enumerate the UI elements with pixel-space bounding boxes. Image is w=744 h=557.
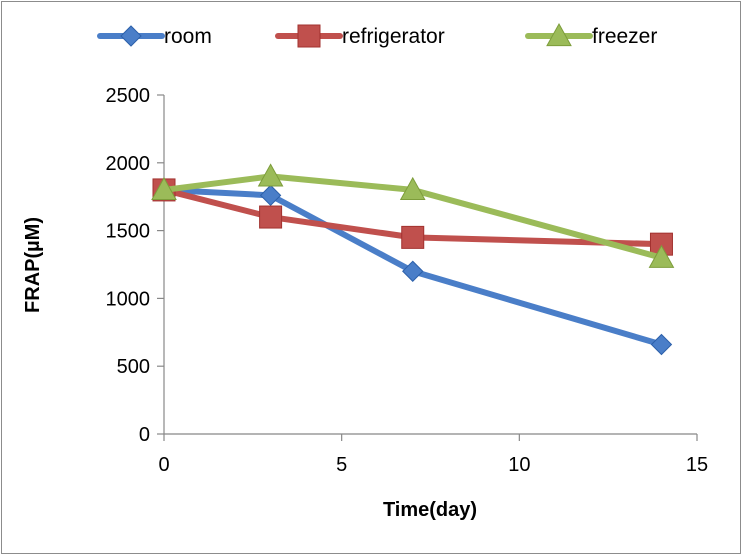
legend-marker-refrigerator [297,24,321,48]
legend-label: room [164,25,212,48]
y-tick-label: 1500 [106,221,151,243]
legend-label: freezer [592,25,657,48]
data-point-freezer [257,163,284,187]
series-line-freezer [161,173,665,261]
x-tick-label: 5 [336,454,347,476]
x-tick-label: 0 [158,454,169,476]
x-axis-title: Time(day) [383,499,477,521]
y-tick-label: 1000 [106,288,151,310]
legend: room refrigerator freezer [97,22,657,48]
y-tick-label: 2000 [106,153,151,175]
data-point-refrigerator [401,225,425,249]
x-tick-label: 15 [686,454,708,476]
x-axis-ticks: 0 5 10 15 [158,434,708,476]
series-layer [151,163,675,356]
data-point-freezer [648,244,675,268]
y-tick-label: 0 [139,424,150,446]
data-point-room [402,260,424,282]
axes [163,95,697,435]
legend-item-freezer: freezer [525,22,657,48]
series-freezer [151,163,675,268]
legend-item-room: room [97,25,212,48]
y-tick-label: 500 [117,356,150,378]
data-point-room [259,184,282,207]
legend-marker-room [120,25,142,47]
data-point-refrigerator [259,205,283,229]
x-tick-label: 10 [508,454,530,476]
data-point-freezer [151,176,177,201]
legend-marker-freezer [546,22,572,47]
data-point-freezer [399,176,426,201]
series-line-refrigerator [161,186,665,248]
y-axis-ticks: 0 500 1000 1500 2000 2500 [106,85,164,446]
y-tick-label: 2500 [106,85,151,107]
series-line-room [161,186,665,348]
data-point-room [650,333,673,356]
legend-label: refrigerator [342,25,445,48]
legend-item-refrigerator: refrigerator [275,24,445,48]
series-refrigerator [152,178,673,256]
y-axis-title: FRAP(µM) [22,217,44,313]
